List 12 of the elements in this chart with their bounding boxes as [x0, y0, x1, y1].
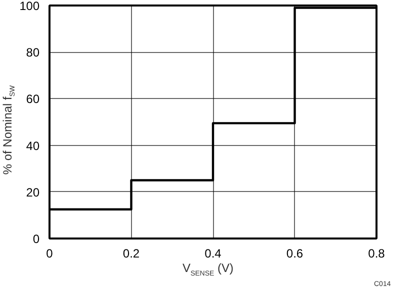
x-axis-title: V$_{SENSE}$ (V) — [182, 260, 234, 280]
y-tick-label: 40 — [26, 138, 40, 153]
y-tick-label: 100 — [19, 0, 40, 13]
x-tick-label: 0.2 — [122, 246, 140, 260]
y-tick-label: 0 — [32, 232, 40, 246]
x-tick-label: 0.6 — [286, 246, 304, 260]
y-tick-label: 60 — [26, 92, 40, 106]
x-tick-label: 0.4 — [204, 246, 222, 260]
x-tick-label: 0.8 — [368, 246, 386, 260]
x-tick-label: 0 — [46, 246, 54, 260]
y-tick-label: 80 — [26, 46, 40, 60]
y-tick-label: 20 — [26, 185, 40, 200]
